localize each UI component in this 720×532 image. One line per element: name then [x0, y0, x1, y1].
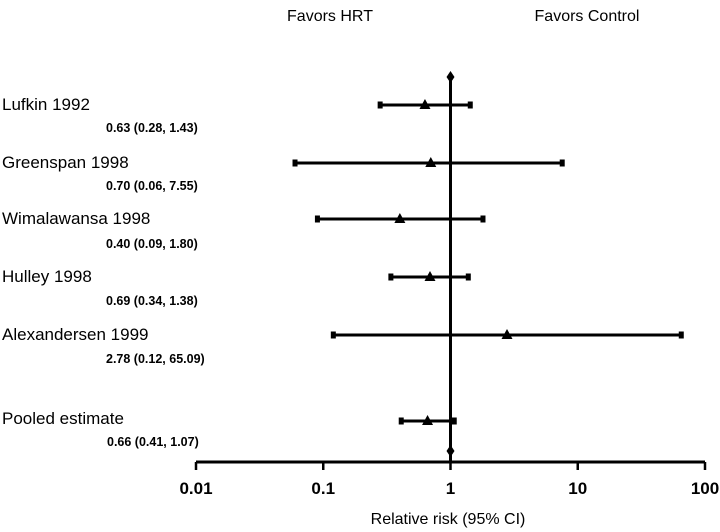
- pooled-ci-lower-cap: [398, 417, 404, 425]
- x-tick-label-2: 1: [446, 479, 455, 498]
- study-1-ci-lower-cap: [377, 101, 383, 109]
- x-axis-label: Relative risk (95% CI): [371, 511, 526, 528]
- study-3-ci-upper-cap: [480, 215, 486, 223]
- study-5-name: Alexandersen 1999: [2, 325, 149, 344]
- pooled-point-estimate: [422, 415, 434, 425]
- study-5-ci-upper-cap: [678, 331, 684, 339]
- study-2-estimate-label: 0.70 (0.06, 7.55): [106, 179, 198, 193]
- study-3-name: Wimalawansa 1998: [2, 209, 150, 228]
- study-1-point-estimate: [419, 99, 431, 109]
- study-2-point-estimate: [425, 157, 437, 167]
- x-tick-label-3: 10: [568, 479, 587, 498]
- study-1-name: Lufkin 1992: [2, 95, 90, 114]
- study-1-estimate-label: 0.63 (0.28, 1.43): [106, 121, 198, 135]
- x-tick-label-4: 100: [691, 479, 719, 498]
- study-3-ci-lower-cap: [314, 215, 320, 223]
- study-2-ci-lower-cap: [292, 159, 298, 167]
- study-4-point-estimate: [424, 271, 436, 281]
- study-4-row: Hulley 1998 0.69 (0.34, 1.38): [2, 267, 471, 308]
- study-1-row: Lufkin 1992 0.63 (0.28, 1.43): [2, 95, 473, 135]
- study-5-row: Alexandersen 1999 2.78 (0.12, 65.09): [2, 325, 684, 366]
- study-3-estimate-label: 0.40 (0.09, 1.80): [106, 237, 198, 251]
- study-5-point-estimate: [501, 329, 513, 339]
- study-5-estimate-label: 2.78 (0.12, 65.09): [106, 352, 205, 366]
- x-tick-label-0: 0.01: [179, 479, 212, 498]
- study-4-estimate-label: 0.69 (0.34, 1.38): [106, 294, 198, 308]
- study-4-name: Hulley 1998: [2, 267, 92, 286]
- pooled-estimate-label: 0.66 (0.41, 1.07): [107, 435, 199, 449]
- pooled-name: Pooled estimate: [2, 409, 124, 428]
- study-1-ci-upper-cap: [467, 101, 473, 109]
- reference-top-diamond: [446, 71, 455, 83]
- study-2-row: Greenspan 1998 0.70 (0.06, 7.55): [2, 153, 565, 193]
- x-tick-label-1: 0.1: [311, 479, 335, 498]
- reference-bottom-diamond: [446, 445, 455, 457]
- study-3-row: Wimalawansa 1998 0.40 (0.09, 1.80): [2, 209, 486, 251]
- study-3-point-estimate: [394, 213, 406, 223]
- study-2-ci-upper-cap: [559, 159, 565, 167]
- pooled-ci-upper-cap: [451, 417, 457, 425]
- study-5-ci-lower-cap: [330, 331, 336, 339]
- study-4-ci-upper-cap: [465, 273, 471, 281]
- study-4-ci-lower-cap: [388, 273, 394, 281]
- header-favors-hrt: Favors HRT: [287, 8, 373, 25]
- reference-line: [446, 71, 455, 462]
- study-rows: Lufkin 1992 0.63 (0.28, 1.43) Greenspan 19…: [2, 95, 684, 449]
- pooled-row: Pooled estimate 0.66 (0.41, 1.07): [2, 409, 457, 449]
- x-axis-ticks: 0.01 0.1 1 10 100: [179, 462, 719, 498]
- study-2-name: Greenspan 1998: [2, 153, 129, 172]
- header-favors-control: Favors Control: [535, 8, 640, 25]
